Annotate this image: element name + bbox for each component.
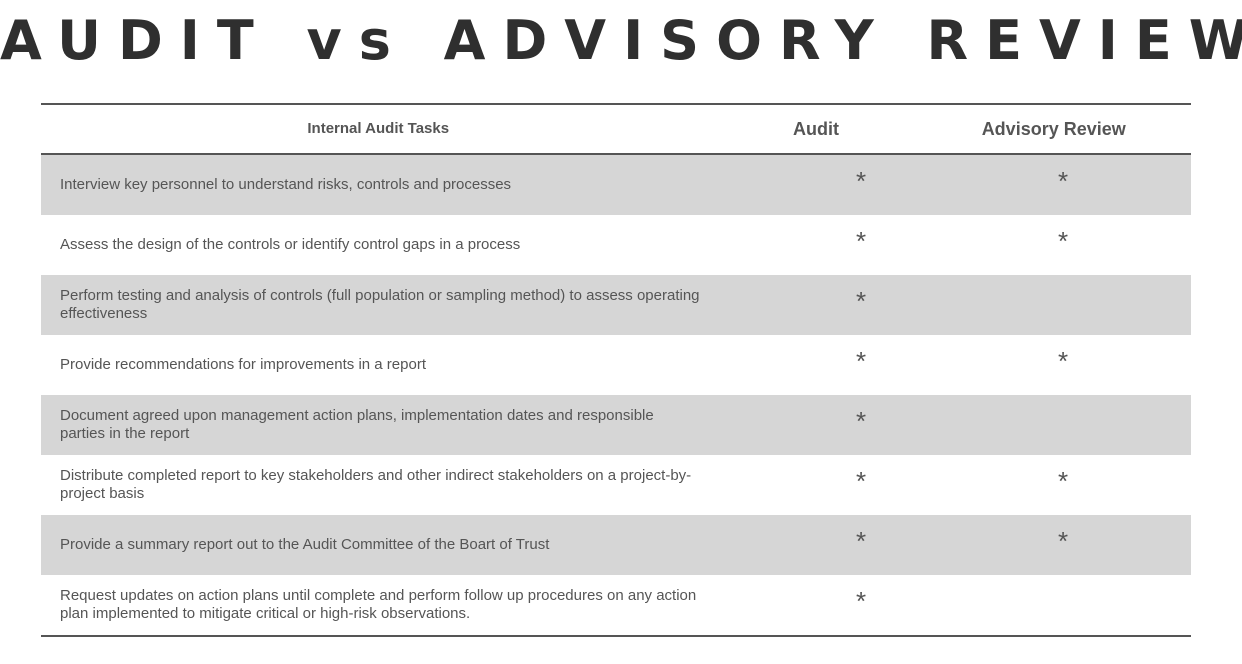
table-row: Assess the design of the controls or ide… <box>41 215 1191 275</box>
asterisk-mark: * <box>1057 465 1069 496</box>
table-row: Provide a summary report out to the Audi… <box>41 515 1191 575</box>
asterisk-mark: * <box>855 345 867 376</box>
audit-cell: * <box>701 286 943 321</box>
task-cell: Document agreed upon management action p… <box>60 407 654 442</box>
asterisk-mark: * <box>1057 165 1069 196</box>
audit-cell: * <box>701 346 943 381</box>
asterisk-mark: * <box>855 285 867 316</box>
asterisk-mark: * <box>855 405 867 436</box>
table-row: Request updates on action plans until co… <box>41 575 1191 635</box>
task-cell: Perform testing and analysis of controls… <box>60 287 700 322</box>
advisory-cell: * <box>943 466 1183 501</box>
comparison-table: Internal Audit Tasks Audit Advisory Revi… <box>41 103 1191 637</box>
task-cell: Assess the design of the controls or ide… <box>60 236 521 253</box>
table-row: Perform testing and analysis of controls… <box>41 275 1191 335</box>
asterisk-mark: * <box>855 165 867 196</box>
task-cell: Request updates on action plans until co… <box>60 587 697 622</box>
table-header: Internal Audit Tasks Audit Advisory Revi… <box>41 105 1191 155</box>
audit-cell: * <box>701 586 943 621</box>
asterisk-mark: * <box>855 465 867 496</box>
audit-cell: * <box>701 166 943 201</box>
advisory-cell: * <box>943 526 1183 561</box>
header-audit: Audit <box>792 118 839 139</box>
advisory-cell: * <box>943 346 1183 381</box>
page-title: AUDIT vs ADVISORY REVIEW <box>0 9 1242 72</box>
asterisk-mark: * <box>855 585 867 616</box>
asterisk-mark: * <box>855 225 867 256</box>
audit-cell: * <box>701 226 943 261</box>
task-cell: Distribute completed report to key stake… <box>60 467 692 502</box>
asterisk-mark: * <box>1057 225 1069 256</box>
table-row: Document agreed upon management action p… <box>41 395 1191 455</box>
task-cell: Provide recommendations for improvements… <box>60 356 426 373</box>
header-advisory: Advisory Review <box>981 118 1126 139</box>
header-tasks: Internal Audit Tasks <box>307 120 450 137</box>
advisory-cell: * <box>943 166 1183 201</box>
audit-cell: * <box>701 466 943 501</box>
audit-cell: * <box>701 526 943 561</box>
task-cell: Interview key personnel to understand ri… <box>60 176 512 193</box>
task-cell: Provide a summary report out to the Audi… <box>60 536 550 553</box>
asterisk-mark: * <box>1057 525 1069 556</box>
advisory-cell: * <box>943 226 1183 261</box>
table-row: Distribute completed report to key stake… <box>41 455 1191 515</box>
audit-cell: * <box>701 406 943 441</box>
table-row: Provide recommendations for improvements… <box>41 335 1191 395</box>
asterisk-mark: * <box>855 525 867 556</box>
asterisk-mark: * <box>1057 345 1069 376</box>
table-row: Interview key personnel to understand ri… <box>41 155 1191 215</box>
